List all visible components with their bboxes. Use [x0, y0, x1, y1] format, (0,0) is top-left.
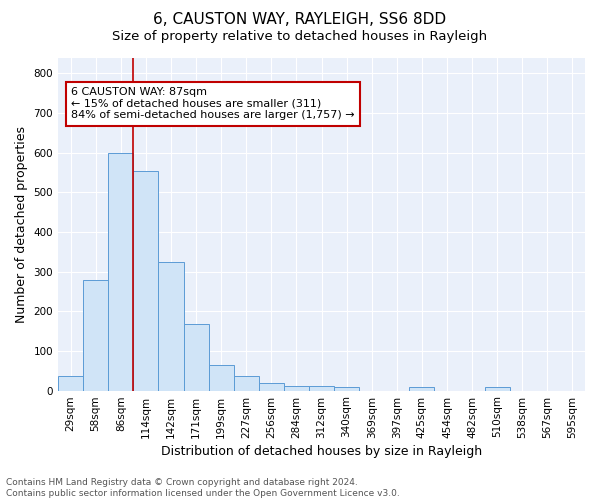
Bar	[83, 280, 108, 390]
Bar	[485, 386, 510, 390]
Bar	[58, 376, 83, 390]
Bar	[108, 152, 133, 390]
Bar	[233, 376, 259, 390]
Bar	[184, 324, 209, 390]
X-axis label: Distribution of detached houses by size in Rayleigh: Distribution of detached houses by size …	[161, 444, 482, 458]
Bar	[309, 386, 334, 390]
Bar	[334, 386, 359, 390]
Text: 6 CAUSTON WAY: 87sqm
← 15% of detached houses are smaller (311)
84% of semi-deta: 6 CAUSTON WAY: 87sqm ← 15% of detached h…	[71, 87, 355, 120]
Text: 6, CAUSTON WAY, RAYLEIGH, SS6 8DD: 6, CAUSTON WAY, RAYLEIGH, SS6 8DD	[154, 12, 446, 28]
Bar	[284, 386, 309, 390]
Bar	[259, 384, 284, 390]
Text: Size of property relative to detached houses in Rayleigh: Size of property relative to detached ho…	[112, 30, 488, 43]
Y-axis label: Number of detached properties: Number of detached properties	[15, 126, 28, 322]
Bar	[409, 386, 434, 390]
Bar	[158, 262, 184, 390]
Text: Contains HM Land Registry data © Crown copyright and database right 2024.
Contai: Contains HM Land Registry data © Crown c…	[6, 478, 400, 498]
Bar	[209, 365, 233, 390]
Bar	[133, 172, 158, 390]
